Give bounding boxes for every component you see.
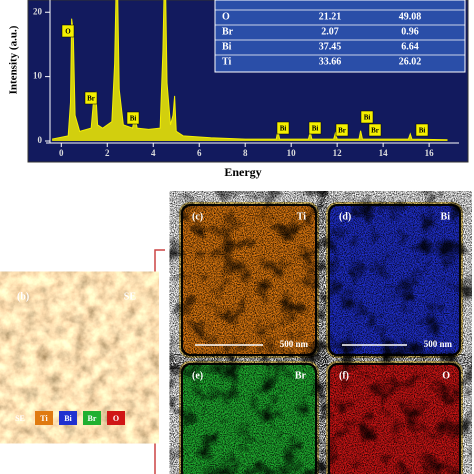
- peak-label: Bi: [130, 115, 137, 123]
- table-cell: 6.64: [401, 41, 419, 52]
- panel-label: Bi: [441, 211, 451, 222]
- legend-label: Br: [88, 414, 97, 423]
- peak-label: Br: [338, 127, 346, 135]
- legend-label: Bi: [64, 414, 72, 423]
- peak-label: O: [65, 28, 71, 36]
- peak-label: Br: [87, 95, 95, 103]
- panel-tag: (b): [17, 291, 29, 302]
- inset-table: O 21.21 49.08 Br 2.07 0.96 Bi 37.45 6.64 Ti 33.66 2…: [214, 0, 466, 73]
- bracket: [148, 249, 165, 474]
- table-cell: 33.66: [319, 56, 342, 67]
- scale-label: 500 nm: [280, 339, 309, 349]
- peak-label-box: [360, 110, 374, 124]
- table-cell: 49.08: [399, 11, 422, 22]
- legend-swatch: [107, 411, 125, 425]
- scale-label: 500 nm: [424, 339, 453, 349]
- peak-label: Br: [371, 127, 379, 135]
- x-tick-label: 10: [287, 148, 297, 158]
- table-cell: 21.21: [319, 11, 342, 22]
- panel-tag: (c): [192, 211, 203, 222]
- peak-label-box: [126, 111, 140, 125]
- table-cell: Ti: [222, 56, 231, 67]
- x-tick-label: 4: [151, 148, 156, 158]
- peak-label-box: [335, 123, 349, 137]
- legend-label: Ti: [40, 414, 48, 423]
- peak-label-box: [61, 24, 75, 38]
- x-tick-label: 2: [105, 148, 110, 158]
- peak-label: Bi: [280, 125, 287, 133]
- map-shape: [330, 365, 459, 474]
- peak-label-box: [276, 121, 290, 135]
- y-tick-label: 0: [38, 135, 43, 145]
- peak-label: Bi: [364, 114, 371, 122]
- peak-label: Bi: [312, 125, 319, 133]
- peak-label-box: [308, 121, 322, 135]
- panel-label: O: [442, 370, 450, 381]
- x-tick-label: 14: [379, 148, 389, 158]
- map-shape: [183, 365, 315, 474]
- peak-label-box: [84, 91, 98, 105]
- panel-tag: (e): [192, 370, 203, 381]
- legend-swatch: [83, 411, 101, 425]
- table-cell: O: [222, 11, 230, 22]
- panel-tag: (d): [339, 211, 351, 222]
- panel-label: Br: [295, 370, 307, 381]
- table-cell: Bi: [222, 41, 232, 52]
- table-cell: 0.96: [401, 26, 419, 37]
- y-tick-label: 10: [33, 71, 43, 81]
- legend-label: SE: [15, 414, 25, 423]
- map-shape: [330, 206, 459, 354]
- x-tick-label: 16: [425, 148, 435, 158]
- table-cell: 37.45: [319, 41, 342, 52]
- legend-swatch: [35, 411, 53, 425]
- peak-label-box: [415, 123, 429, 137]
- x-tick-label: 8: [243, 148, 248, 158]
- panel-label: SE: [124, 291, 137, 302]
- y-label: Intensity (a.u.): [8, 25, 20, 94]
- legend-swatch: [59, 411, 77, 425]
- x-tick-label: 0: [59, 148, 64, 158]
- peak-label-box: [368, 123, 382, 137]
- peak-label: Bi: [419, 127, 426, 135]
- x-tick-label: 6: [197, 148, 202, 158]
- table-cell: 26.02: [399, 56, 422, 67]
- panel-tag: (f): [339, 370, 349, 381]
- map-shape: [183, 206, 315, 354]
- table-bg: [214, 0, 466, 73]
- x-label: Energy: [224, 165, 261, 179]
- x-tick-label: 12: [333, 148, 343, 158]
- panel-label: Ti: [297, 211, 306, 222]
- y-tick-label: 20: [33, 6, 43, 16]
- table-cell: 2.07: [321, 26, 339, 37]
- table-cell: Br: [222, 26, 234, 37]
- se-image: [8, 286, 145, 429]
- legend-label: O: [113, 414, 119, 423]
